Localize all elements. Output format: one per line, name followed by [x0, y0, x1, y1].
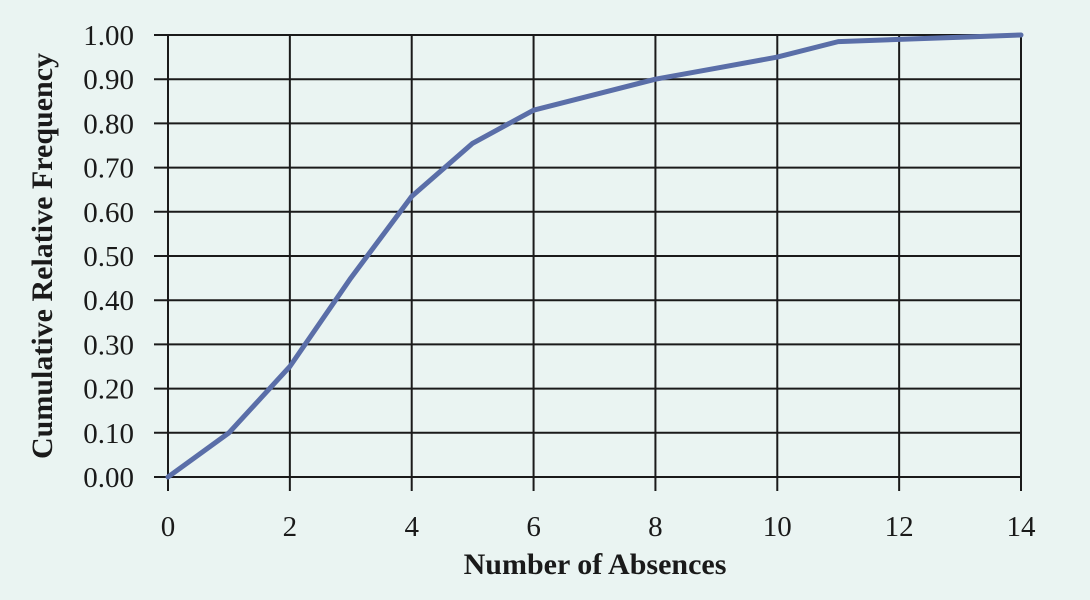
x-tick-label: 10 [763, 511, 792, 543]
y-tick-label: 0.90 [83, 64, 134, 96]
x-tick-label: 4 [404, 511, 419, 543]
x-tick-label: 12 [885, 511, 914, 543]
x-tick-label: 8 [648, 511, 663, 543]
y-tick-label: 1.00 [83, 20, 134, 52]
y-tick-label: 0.30 [83, 329, 134, 361]
y-tick-label: 0.60 [83, 197, 134, 229]
x-tick-label: 2 [283, 511, 298, 543]
x-tick-label: 0 [161, 511, 176, 543]
grid-layer [154, 34, 1022, 491]
y-tick-label: 0.00 [83, 462, 134, 494]
y-tick-label: 0.80 [83, 108, 134, 140]
y-tick-label: 0.20 [83, 374, 134, 406]
tick-label-layer: 0.00 0.10 0.20 0.30 0.40 0.50 0.60 0.70 0.80 0.90… [83, 20, 1036, 543]
y-tick-label: 0.40 [83, 285, 134, 317]
y-tick-label: 0.10 [83, 418, 134, 450]
y-tick-label: 0.50 [83, 241, 134, 273]
x-tick-label: 6 [526, 511, 541, 543]
x-tick-label: 14 [1007, 511, 1037, 543]
y-axis-label: Cumulative Relative Frequency [26, 53, 59, 459]
line-layer [165, 32, 1024, 480]
x-axis-label: Number of Absences [464, 548, 727, 581]
y-tick-label: 0.70 [83, 153, 134, 185]
